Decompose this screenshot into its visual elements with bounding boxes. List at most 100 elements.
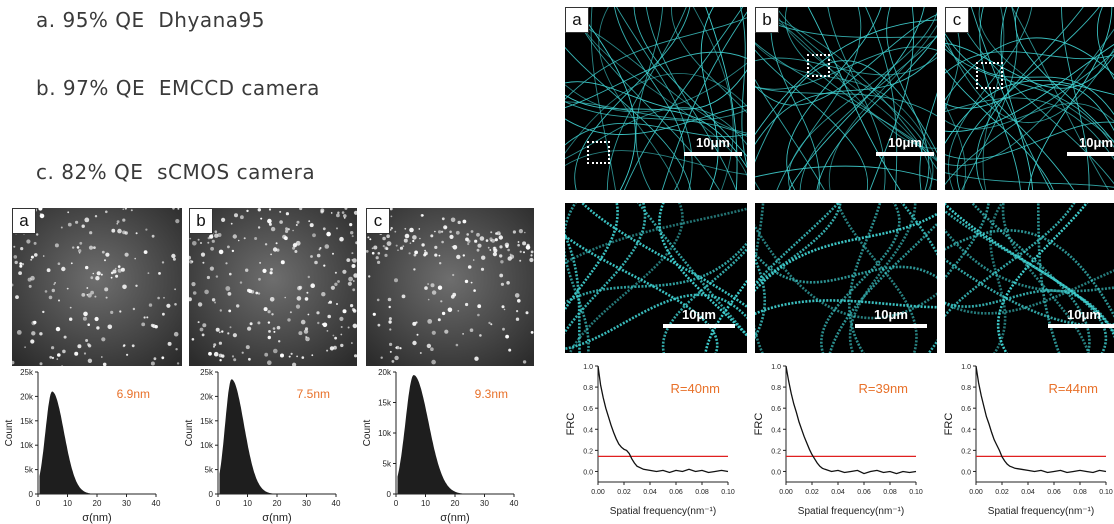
molecule-spot — [431, 359, 436, 365]
x-tick-label: 0.00 — [779, 489, 793, 496]
molecule-spot — [352, 323, 357, 329]
molecule-spot — [464, 279, 469, 284]
molecule-spot — [83, 352, 87, 355]
molecule-spot — [330, 285, 335, 290]
molecule-spot — [28, 284, 32, 288]
legend-camera-name: Dhyana95 — [158, 8, 265, 32]
microtubule-filament — [948, 7, 1033, 190]
molecule-spot — [15, 295, 19, 299]
molecule-spot — [413, 268, 416, 271]
panel-tag: b — [755, 7, 779, 33]
molecule-spot — [267, 218, 272, 224]
x-axis-label: σ(nm) — [440, 512, 469, 524]
molecule-spot — [386, 241, 392, 246]
microtubule-filament — [740, 7, 747, 167]
molecule-spot — [175, 348, 178, 351]
microtubule-filament — [755, 42, 937, 161]
molecule-spot — [12, 283, 14, 287]
molecule-spot — [377, 323, 381, 327]
molecule-spot — [441, 230, 444, 233]
molecule-spot — [57, 262, 61, 265]
microtubule-filament — [645, 7, 737, 190]
molecule-spot — [439, 262, 442, 265]
microtubule-filament — [816, 34, 937, 190]
molecule-spot — [172, 257, 176, 261]
molecule-spot — [279, 220, 283, 224]
molecule-spot — [94, 316, 99, 322]
microtubule-filament — [771, 7, 932, 190]
molecule-spot — [271, 313, 274, 316]
molecule-spot — [337, 211, 340, 214]
molecule-spot — [197, 238, 200, 241]
raw-frame-panel-a: a — [12, 208, 182, 366]
molecule-spot — [208, 351, 212, 356]
molecule-spot — [74, 351, 79, 356]
molecule-spot — [78, 249, 82, 253]
molecule-spot — [105, 252, 110, 257]
molecule-spot — [333, 345, 337, 350]
molecule-spot — [69, 306, 72, 309]
molecule-spot — [416, 333, 419, 336]
molecule-spot — [81, 293, 86, 297]
panel-tag: b — [189, 208, 213, 234]
molecule-spot — [104, 287, 109, 292]
molecule-spot — [519, 250, 522, 253]
molecule-spot — [19, 262, 23, 265]
molecule-spot — [307, 275, 310, 279]
molecule-spot — [332, 252, 334, 255]
microtubule-filament — [755, 203, 841, 287]
x-tick-label: 0.02 — [617, 489, 631, 496]
molecule-spot — [117, 265, 121, 268]
raw-frame-image — [12, 208, 182, 366]
microtubule-filament — [786, 7, 882, 190]
y-tick-label: 1.0 — [583, 364, 593, 371]
microtubule-filament — [704, 278, 747, 353]
x-axis-label: Spatial frequency(nm⁻¹) — [988, 506, 1094, 517]
microtubule-filament — [565, 62, 747, 113]
molecule-spot — [371, 252, 375, 255]
molecule-spot — [303, 329, 309, 334]
molecule-spot — [409, 227, 414, 233]
molecule-spot — [369, 238, 372, 241]
legend-tag: b. — [36, 76, 57, 100]
molecule-spot — [457, 310, 460, 312]
molecule-spot — [72, 246, 75, 249]
molecule-spot — [395, 244, 398, 247]
molecule-spot — [377, 260, 381, 264]
molecule-spot — [420, 214, 424, 217]
y-tick-label: 25k — [200, 368, 214, 377]
molecule-spot — [240, 215, 244, 220]
molecule-spot — [519, 259, 522, 262]
molecule-spot — [349, 223, 353, 227]
molecule-spot — [334, 282, 338, 286]
molecule-spot — [233, 358, 237, 362]
molecule-spot — [473, 289, 476, 292]
molecule-spot — [115, 274, 119, 278]
molecule-spot — [96, 271, 101, 276]
x-axis-label: σ(nm) — [262, 512, 291, 524]
molecule-spot — [441, 217, 445, 221]
y-axis-label: Count — [184, 419, 195, 446]
molecule-spot — [474, 239, 478, 243]
microtubule-filament — [848, 203, 882, 353]
molecule-spot — [120, 267, 125, 272]
y-tick-label: 0.6 — [961, 406, 971, 413]
frc-curve-line — [975, 365, 1107, 474]
molecule-spot — [351, 259, 354, 261]
molecule-spot — [204, 289, 209, 295]
molecule-spot — [418, 228, 421, 230]
legend-camera-name: EMCCD camera — [158, 76, 320, 100]
molecule-spot — [340, 343, 344, 348]
y-tick-label: 0.2 — [583, 448, 593, 455]
molecule-spot — [272, 327, 276, 330]
microtubule-filament — [565, 46, 692, 190]
molecule-spot — [101, 250, 105, 254]
molecule-spot — [490, 231, 493, 234]
molecule-spot — [438, 254, 441, 257]
molecule-spot — [430, 234, 434, 238]
x-axis-label: Spatial frequency(nm⁻¹) — [610, 506, 716, 517]
molecule-spot — [336, 213, 340, 218]
molecule-spot — [477, 313, 480, 317]
microtubule-filament — [1011, 7, 1109, 190]
molecule-spot — [434, 230, 436, 233]
